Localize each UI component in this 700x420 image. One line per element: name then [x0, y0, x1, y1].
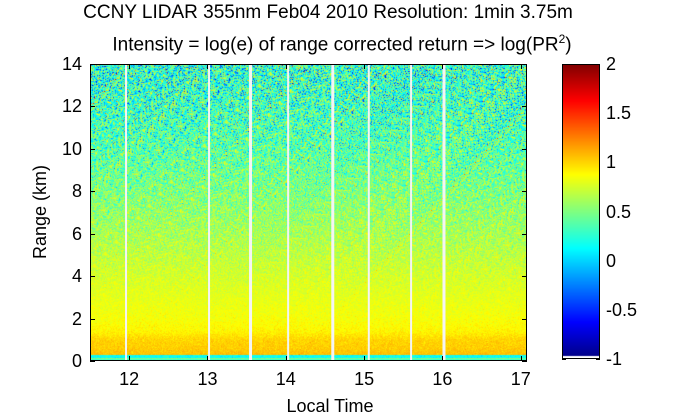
heatmap-image	[90, 64, 527, 361]
chart-subtitle: Intensity = log(e) of range corrected re…	[0, 28, 692, 56]
subtitle-end: )	[565, 34, 572, 56]
data-gap-line	[367, 64, 370, 361]
chart-title: CCNY LIDAR 355nm Feb04 2010 Resolution: …	[83, 2, 573, 23]
y-tick-label: 12	[61, 96, 82, 117]
colorbar-tick-label: 1.5	[606, 103, 632, 124]
colorbar-tick-label: -0.5	[606, 299, 638, 320]
y-tick-label: 8	[71, 181, 82, 202]
x-axis-label: Local Time	[286, 396, 374, 416]
data-gap-line	[442, 64, 446, 361]
y-tick-label: 6	[71, 223, 82, 244]
y-tick-label: 10	[61, 138, 82, 159]
x-tick-label: 13	[197, 369, 218, 389]
subtitle-text: Intensity = log(e) of range corrected re…	[112, 34, 559, 56]
y-tick-label: 2	[71, 308, 82, 329]
data-gap-line	[331, 64, 335, 361]
y-tick-label: 0	[71, 351, 82, 371]
colorbar-tick-label: 2	[606, 54, 617, 74]
data-gap-line	[125, 64, 128, 361]
subtitle-superscript: 2	[558, 32, 566, 46]
colorbar-frame	[562, 64, 600, 359]
data-gap-line	[287, 64, 290, 361]
data-gap-line	[410, 64, 413, 361]
colorbar-tick-label: -1	[606, 349, 623, 369]
data-gap-line	[249, 64, 253, 361]
x-tick-label: 14	[275, 369, 296, 389]
colorbar-tick-label: 0.5	[606, 201, 632, 222]
x-tick-label: 12	[119, 369, 140, 389]
y-axis-label: Range (km)	[30, 164, 50, 260]
data-gap-line	[208, 64, 211, 361]
plot-frame	[90, 64, 527, 361]
colorbar-tick-label: 0	[606, 250, 617, 271]
data-gaps	[125, 64, 446, 361]
y-tick-label: 4	[71, 266, 82, 287]
colorbar-image	[562, 64, 600, 359]
x-tick-label: 16	[432, 369, 453, 389]
x-tick-label: 17	[510, 369, 531, 389]
x-tick-label: 15	[354, 369, 375, 389]
colorbar-tick-label: 1	[606, 152, 617, 173]
y-tick-label: 14	[61, 54, 82, 74]
